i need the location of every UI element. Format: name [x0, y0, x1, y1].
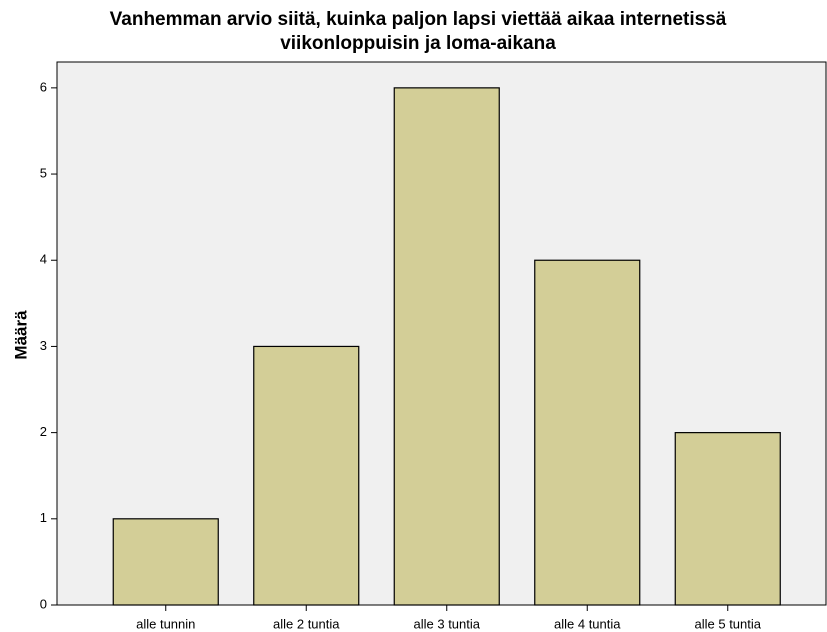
x-tick-label: alle 2 tuntia: [273, 616, 340, 631]
y-tick-label: 5: [40, 165, 47, 180]
y-tick-label: 6: [40, 79, 47, 94]
x-tick-label: alle 3 tuntia: [414, 616, 481, 631]
chart-title: Vanhemman arvio siitä, kuinka paljon lap…: [110, 9, 727, 30]
x-tick-label: alle 4 tuntia: [554, 616, 621, 631]
x-tick-label: alle tunnin: [136, 616, 195, 631]
y-tick-label: 1: [40, 510, 47, 525]
y-tick-label: 4: [40, 252, 47, 267]
x-tick-label: alle 5 tuntia: [695, 616, 762, 631]
y-tick-label: 3: [40, 338, 47, 353]
bar: [534, 259, 641, 606]
bar: [112, 518, 219, 606]
bar: [674, 432, 781, 606]
y-tick-label: 0: [40, 596, 47, 611]
chart-title: viikonloppuisin ja loma-aikana: [280, 33, 556, 54]
y-axis-label: Määrä: [11, 310, 30, 360]
bar: [253, 345, 360, 606]
bar: [393, 87, 500, 606]
y-tick-label: 2: [40, 424, 47, 439]
